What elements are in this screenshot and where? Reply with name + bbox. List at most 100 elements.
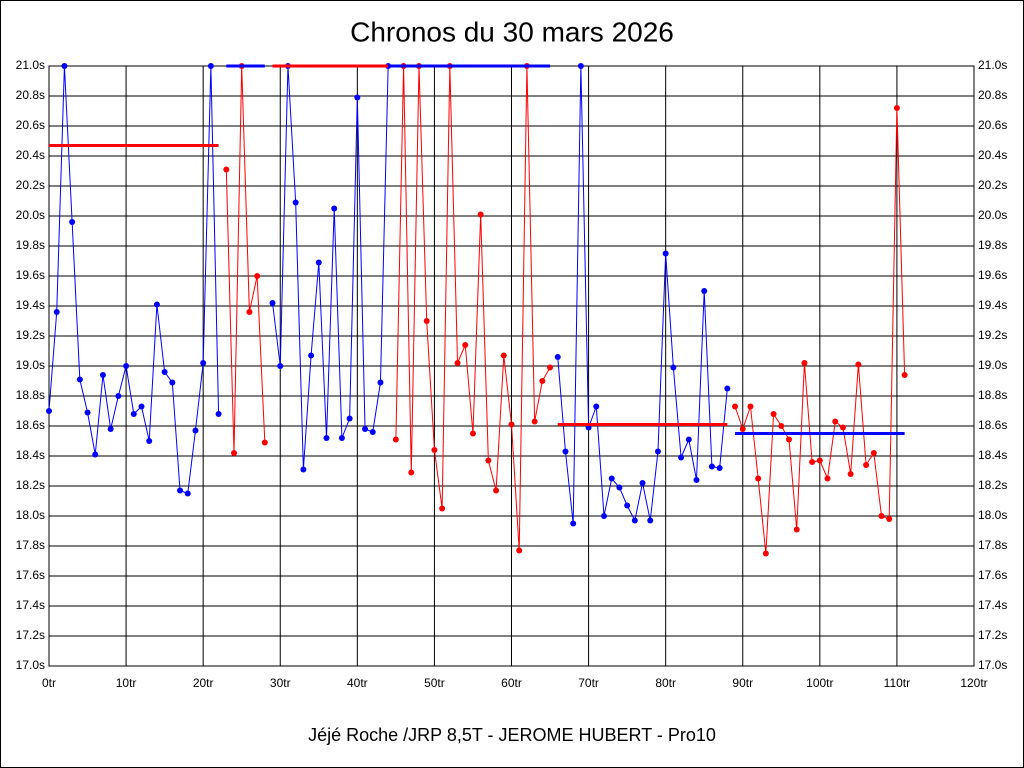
data-point <box>207 63 214 69</box>
data-point <box>786 436 792 443</box>
data-point <box>732 403 739 410</box>
data-point <box>724 385 731 392</box>
data-point <box>130 411 137 417</box>
data-point <box>901 372 908 378</box>
y-tick-label: 19.8s <box>16 238 45 252</box>
data-point <box>539 378 546 384</box>
x-tick-label: 60tr <box>501 676 522 690</box>
data-point <box>377 379 384 386</box>
data-point <box>508 421 515 428</box>
data-point <box>99 372 106 378</box>
data-point <box>855 361 862 368</box>
y-tick-label: 19.4s <box>16 298 45 312</box>
y2-tick-label: 19.0s <box>978 358 1007 372</box>
y2-tick-label: 20.8s <box>978 88 1007 102</box>
data-point <box>231 450 237 456</box>
data-point <box>778 423 785 429</box>
y-tick-label: 20.4s <box>16 148 45 162</box>
data-point <box>192 427 199 434</box>
data-point <box>300 466 307 473</box>
data-point <box>138 403 145 410</box>
y-tick-label: 20.0s <box>16 208 45 222</box>
y-tick-label: 20.8s <box>16 88 45 102</box>
data-point <box>878 513 885 519</box>
x-tick-label: 50tr <box>424 676 445 690</box>
data-point <box>616 484 623 491</box>
data-point <box>747 403 754 410</box>
data-point <box>554 354 561 360</box>
x-tick-label: 70tr <box>578 676 599 690</box>
data-point <box>839 424 846 431</box>
y2-tick-label: 19.2s <box>978 328 1007 342</box>
data-point <box>338 435 345 441</box>
y2-tick-label: 20.2s <box>978 178 1007 192</box>
data-point <box>200 360 207 366</box>
y-tick-label: 20.6s <box>16 118 45 132</box>
data-point <box>547 364 554 371</box>
y2-tick-label: 18.4s <box>978 448 1007 462</box>
data-point <box>716 465 723 471</box>
y-tick-label: 19.2s <box>16 328 45 342</box>
data-point <box>608 475 615 482</box>
data-point <box>770 411 777 417</box>
data-point <box>601 513 607 519</box>
data-point <box>469 430 476 437</box>
data-point <box>793 526 800 533</box>
data-point <box>292 199 299 206</box>
data-point <box>115 393 122 399</box>
data-point <box>269 300 276 306</box>
x-tick-label: 0tr <box>42 676 56 690</box>
data-point <box>893 105 900 111</box>
data-point <box>123 363 130 369</box>
y-tick-label: 17.4s <box>16 598 45 612</box>
data-point <box>308 352 315 359</box>
data-point <box>577 63 584 69</box>
data-point <box>315 259 322 266</box>
data-point <box>408 469 415 476</box>
data-point <box>346 415 353 422</box>
data-point <box>493 487 500 494</box>
data-point <box>863 462 870 468</box>
data-point <box>261 439 268 446</box>
data-point <box>870 450 877 456</box>
data-point <box>647 517 654 524</box>
data-point <box>755 475 762 482</box>
data-point <box>809 459 816 465</box>
y2-tick-label: 18.8s <box>978 388 1007 402</box>
data-point <box>485 457 492 464</box>
x-tick-label: 40tr <box>347 676 368 690</box>
y-tick-label: 17.2s <box>16 628 45 642</box>
x-tick-label: 90tr <box>732 676 753 690</box>
data-point <box>654 448 661 455</box>
data-point <box>84 409 91 416</box>
y-tick-label: 18.8s <box>16 388 45 402</box>
data-point <box>354 94 361 101</box>
data-point <box>439 505 446 512</box>
y-tick-label: 17.0s <box>16 658 45 672</box>
y2-tick-label: 17.2s <box>978 628 1007 642</box>
data-point <box>177 487 184 494</box>
data-point <box>169 379 176 386</box>
data-point <box>685 436 692 443</box>
data-point <box>392 436 399 443</box>
y-tick-label: 17.6s <box>16 568 45 582</box>
data-point <box>593 403 600 410</box>
data-point <box>323 435 330 441</box>
y2-tick-label: 18.6s <box>978 418 1007 432</box>
data-point <box>254 273 261 279</box>
data-point <box>161 369 168 375</box>
y2-tick-label: 19.8s <box>978 238 1007 252</box>
data-point <box>824 475 831 482</box>
data-point <box>331 205 338 212</box>
data-point <box>639 480 646 486</box>
y2-tick-label: 20.6s <box>978 118 1007 132</box>
data-point <box>678 454 685 461</box>
y2-tick-label: 20.4s <box>978 148 1007 162</box>
data-point <box>670 364 677 371</box>
y-tick-label: 19.0s <box>16 358 45 372</box>
data-point <box>662 250 669 257</box>
x-tick-label: 120tr <box>960 676 987 690</box>
data-point <box>369 429 376 435</box>
x-tick-label: 100tr <box>806 676 833 690</box>
